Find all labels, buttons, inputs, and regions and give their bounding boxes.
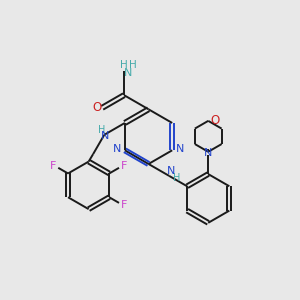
Text: H: H — [98, 125, 105, 135]
Text: N: N — [113, 144, 121, 154]
Text: H: H — [128, 60, 136, 70]
Text: F: F — [121, 161, 128, 171]
Text: N: N — [167, 166, 176, 176]
Text: O: O — [210, 114, 219, 128]
Text: F: F — [50, 161, 56, 171]
Text: N: N — [176, 144, 184, 154]
Text: H: H — [120, 60, 128, 70]
Text: H: H — [173, 173, 180, 183]
Text: O: O — [92, 101, 101, 114]
Text: N: N — [124, 68, 132, 78]
Text: F: F — [121, 200, 128, 210]
Text: N: N — [100, 131, 109, 141]
Text: N: N — [204, 148, 212, 158]
